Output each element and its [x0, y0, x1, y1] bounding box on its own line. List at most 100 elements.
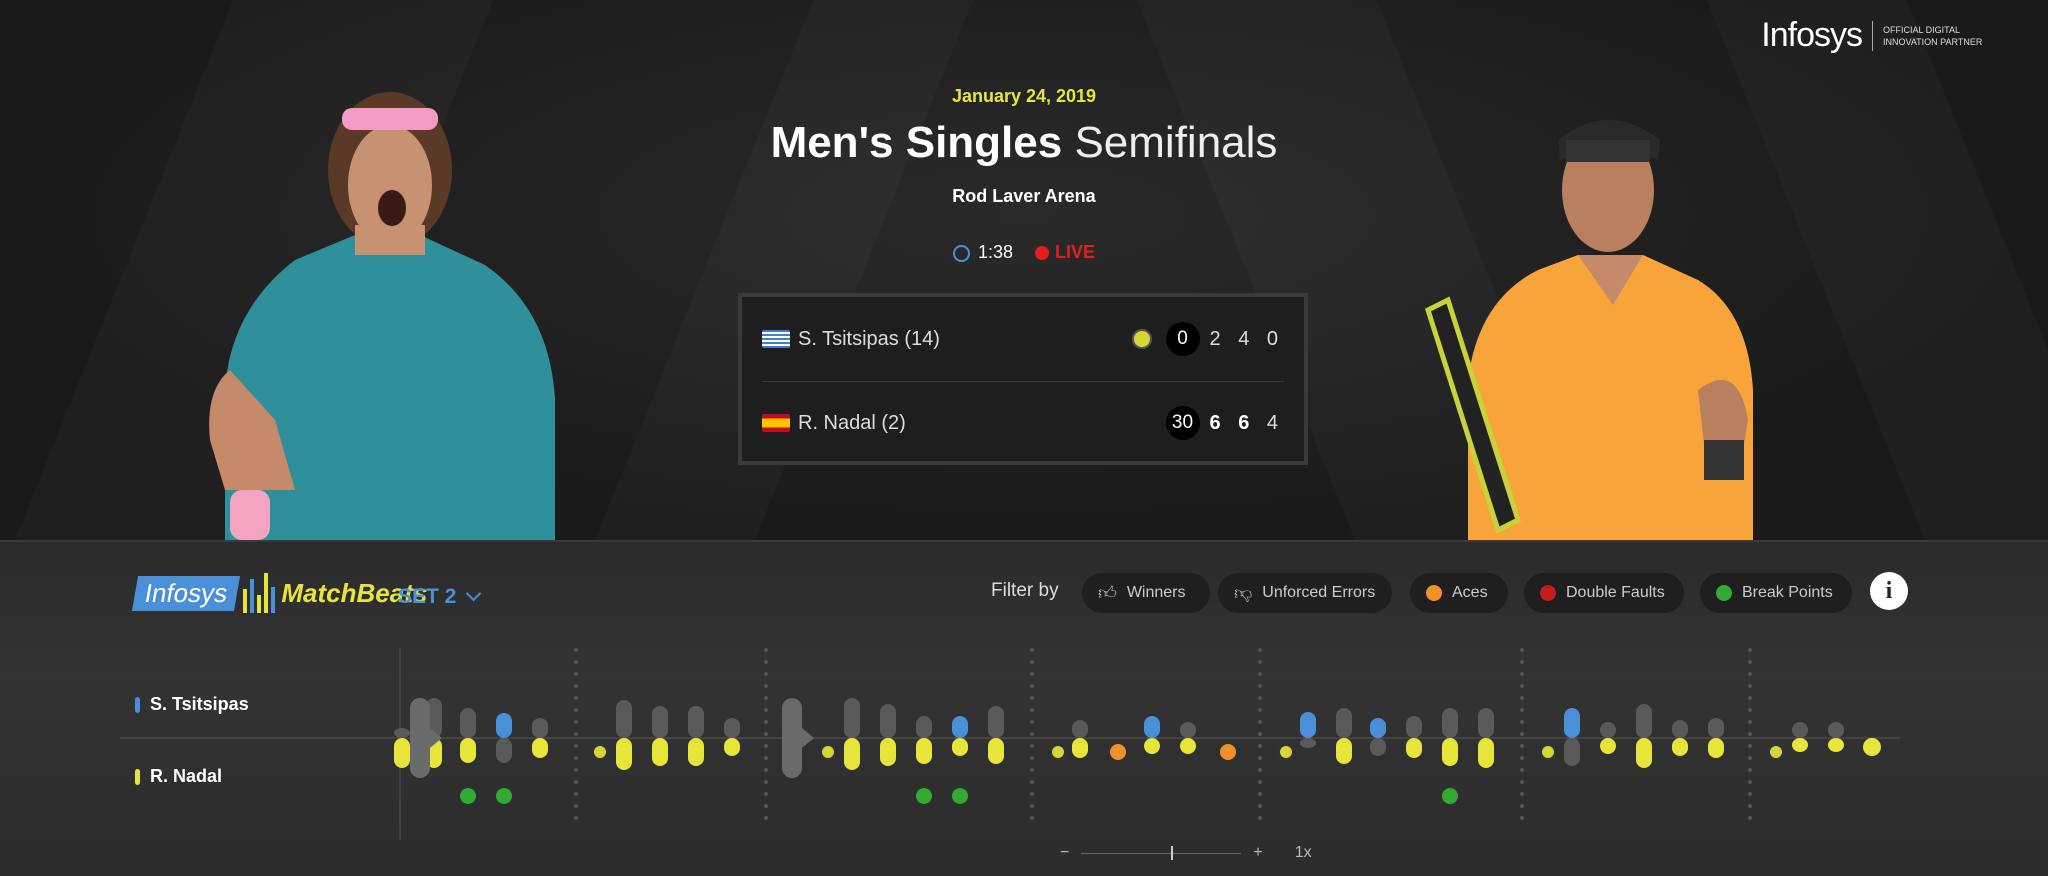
serve-ball-icon — [592, 744, 608, 760]
game-separator-dot — [574, 768, 578, 772]
match-title: Men's Singles Semifinals — [0, 118, 2048, 168]
score-row-tsitsipas: S. Tsitsipas (14) 0 2 4 0 — [762, 297, 1284, 382]
point-bar-top — [1564, 708, 1580, 738]
point-bar-top — [1406, 716, 1422, 738]
info-button[interactable]: i — [1870, 572, 1908, 610]
match-duration: 1:38 — [977, 242, 1014, 262]
filter-label: Double Faults — [1566, 584, 1665, 601]
point-bar-top — [880, 704, 896, 738]
game-separator-dot — [1258, 768, 1262, 772]
double-fault-icon — [1540, 585, 1556, 601]
game-separator-dot — [574, 684, 578, 688]
game-separator-dot — [574, 732, 578, 736]
legend-label: R. Nadal — [150, 766, 223, 786]
point-bar-bottom — [1792, 738, 1808, 752]
game-separator-dot — [574, 672, 578, 676]
game-separator-dot — [1748, 672, 1752, 676]
thumbs-up-icon: 👍︎ — [1098, 583, 1117, 603]
game-separator-dot — [1030, 708, 1034, 712]
game-separator-dot — [1258, 792, 1262, 796]
filter-unforced-errors[interactable]: 👎︎ Unforced Errors — [1218, 573, 1392, 613]
set-scores: 6 6 4 — [1210, 412, 1285, 435]
matchbeats-logo: Infosys MatchBeats — [131, 573, 428, 613]
point-bar-top — [1478, 708, 1494, 738]
filter-label: Aces — [1452, 584, 1488, 601]
filter-label: Winners — [1126, 584, 1186, 601]
game-separator-dot — [1520, 660, 1524, 664]
game-separator-dot — [1030, 816, 1034, 820]
serve-ball-icon — [820, 744, 836, 760]
point-bar-bottom — [1636, 738, 1652, 768]
set-3-score: 4 — [1266, 411, 1284, 434]
point-bar-top — [1442, 708, 1458, 738]
game-separator-dot — [1258, 756, 1262, 760]
point-bar-bottom — [616, 738, 632, 770]
filter-break-points[interactable]: Break Points — [1700, 573, 1852, 613]
game-separator-dot — [1748, 660, 1752, 664]
game-separator-dot — [764, 792, 768, 796]
zoom-out-button[interactable]: − — [1060, 844, 1070, 861]
point-bar-top — [688, 706, 704, 738]
game-separator-dot — [1520, 768, 1524, 772]
point-bar-bottom — [1336, 738, 1352, 764]
ace-ball-icon — [1110, 744, 1126, 760]
game-separator-dot — [574, 744, 578, 748]
match-status-row: 1:38 LIVE — [0, 242, 2048, 263]
point-bar-bottom — [496, 738, 512, 763]
point-bar-bottom — [1672, 738, 1688, 756]
game-separator-dot — [1748, 744, 1752, 748]
game-separator-dot — [1520, 816, 1524, 820]
current-points: 0 — [1165, 322, 1200, 356]
game-separator-dot — [1748, 696, 1752, 700]
filter-winners[interactable]: 👍︎ Winners — [1082, 573, 1210, 613]
nadal-player-image — [1424, 120, 1753, 540]
game-separator-dot — [574, 708, 578, 712]
current-point-marker — [1863, 738, 1881, 756]
game-separator-dot — [1030, 660, 1034, 664]
set-selector-dropdown[interactable]: SET 2 — [398, 585, 482, 609]
game-separator-dot — [764, 672, 768, 676]
game-separator-dot — [574, 816, 578, 820]
set-2-score: 4 — [1238, 327, 1256, 350]
ace-ball-icon — [1426, 585, 1442, 601]
zoom-slider[interactable] — [1081, 845, 1242, 860]
filter-aces[interactable]: Aces — [1410, 573, 1508, 613]
game-separator-dot — [1520, 708, 1524, 712]
thumbs-down-icon: 👎︎ — [1234, 583, 1253, 603]
title-light: Semifinals — [1074, 118, 1278, 167]
point-bar-bottom — [1370, 738, 1386, 756]
game-separator-dot — [1748, 732, 1752, 736]
point-bar-top — [1336, 708, 1352, 738]
filter-double-faults[interactable]: Double Faults — [1524, 573, 1684, 613]
venue: Rod Laver Arena — [952, 186, 1096, 206]
game-separator-dot — [1258, 744, 1262, 748]
game-separator-dot — [1030, 780, 1034, 784]
game-separator-dot — [764, 780, 768, 784]
game-separator-dot — [1258, 684, 1262, 688]
game-separator-dot — [1258, 708, 1262, 712]
zoom-level: 1x — [1294, 844, 1312, 861]
matchbeats-wordmark: MatchBeats — [281, 577, 428, 608]
game-separator-dot — [1520, 732, 1524, 736]
point-bar-top — [1180, 722, 1196, 738]
legend-nadal: R. Nadal — [135, 766, 222, 787]
point-bar-top — [844, 698, 860, 738]
game-separator-dot — [1748, 816, 1752, 820]
serve-ball-icon — [1768, 744, 1784, 760]
set-selector-label: SET 2 — [398, 585, 457, 608]
game-separator-dot — [1520, 756, 1524, 760]
point-bar-bottom — [1564, 738, 1580, 766]
zoom-in-button[interactable]: + — [1253, 844, 1263, 861]
point-bar-top — [988, 706, 1004, 738]
game-separator-dot — [764, 696, 768, 700]
break-point-icon — [916, 788, 932, 804]
game-separator-dot — [1030, 684, 1034, 688]
zoom-slider-handle[interactable] — [1171, 845, 1174, 860]
game-separator-dot — [764, 720, 768, 724]
game-separator-dot — [1258, 720, 1262, 724]
set-arrow-icon — [430, 728, 442, 748]
game-separator-dot — [1258, 816, 1262, 820]
point-bar-top — [496, 713, 512, 738]
game-separator-dot — [1030, 672, 1034, 676]
game-separator-dot — [1748, 804, 1752, 808]
